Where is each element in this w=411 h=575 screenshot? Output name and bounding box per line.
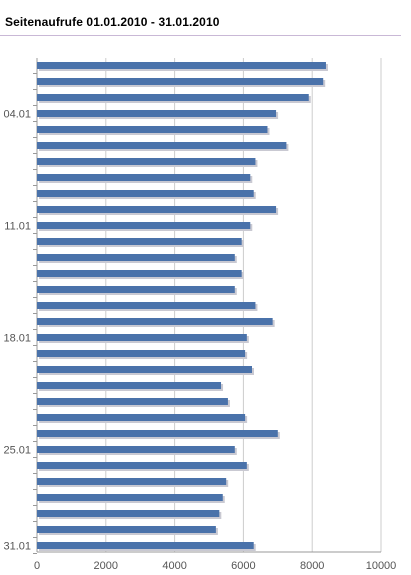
bar [37, 94, 309, 101]
bar [37, 206, 277, 213]
x-tick-label: 10000 [366, 560, 397, 572]
y-tick-label: 31.01 [3, 541, 31, 553]
bar [37, 254, 235, 261]
bar [37, 318, 273, 325]
bar [37, 142, 287, 149]
x-tick-label: 4000 [162, 560, 186, 572]
bar [37, 350, 246, 357]
bar [37, 526, 216, 533]
bar [37, 510, 220, 517]
y-tick-label: 18.01 [3, 333, 31, 345]
x-tick-label: 6000 [231, 560, 255, 572]
bar [37, 126, 268, 133]
bar [37, 382, 222, 389]
y-tick-label: 04.01 [3, 109, 31, 121]
bar [37, 110, 277, 117]
bar [37, 270, 242, 277]
bar [37, 158, 256, 165]
bar [37, 286, 235, 293]
bar [37, 366, 252, 373]
bar [37, 222, 251, 229]
y-tick-label: 11.01 [4, 221, 31, 233]
bar [37, 430, 278, 437]
chart-title: Seitenaufrufe 01.01.2010 - 31.01.2010 [5, 15, 220, 29]
x-tick-label: 2000 [94, 560, 118, 572]
bar [37, 174, 251, 181]
bar [37, 334, 247, 341]
y-tick-label: 25.01 [3, 445, 31, 457]
bar [37, 462, 247, 469]
x-tick-label: 0 [34, 560, 40, 572]
title-box [0, 12, 232, 34]
bar [37, 414, 246, 421]
bar [37, 398, 228, 405]
bar [37, 446, 235, 453]
bar [37, 542, 254, 549]
bar [37, 238, 242, 245]
bar [37, 190, 254, 197]
x-tick-label: 8000 [300, 560, 324, 572]
bar [37, 62, 326, 69]
bar [37, 78, 324, 85]
bar [37, 494, 223, 501]
bar [37, 302, 256, 309]
bar [37, 478, 227, 485]
title-divider [0, 35, 401, 36]
